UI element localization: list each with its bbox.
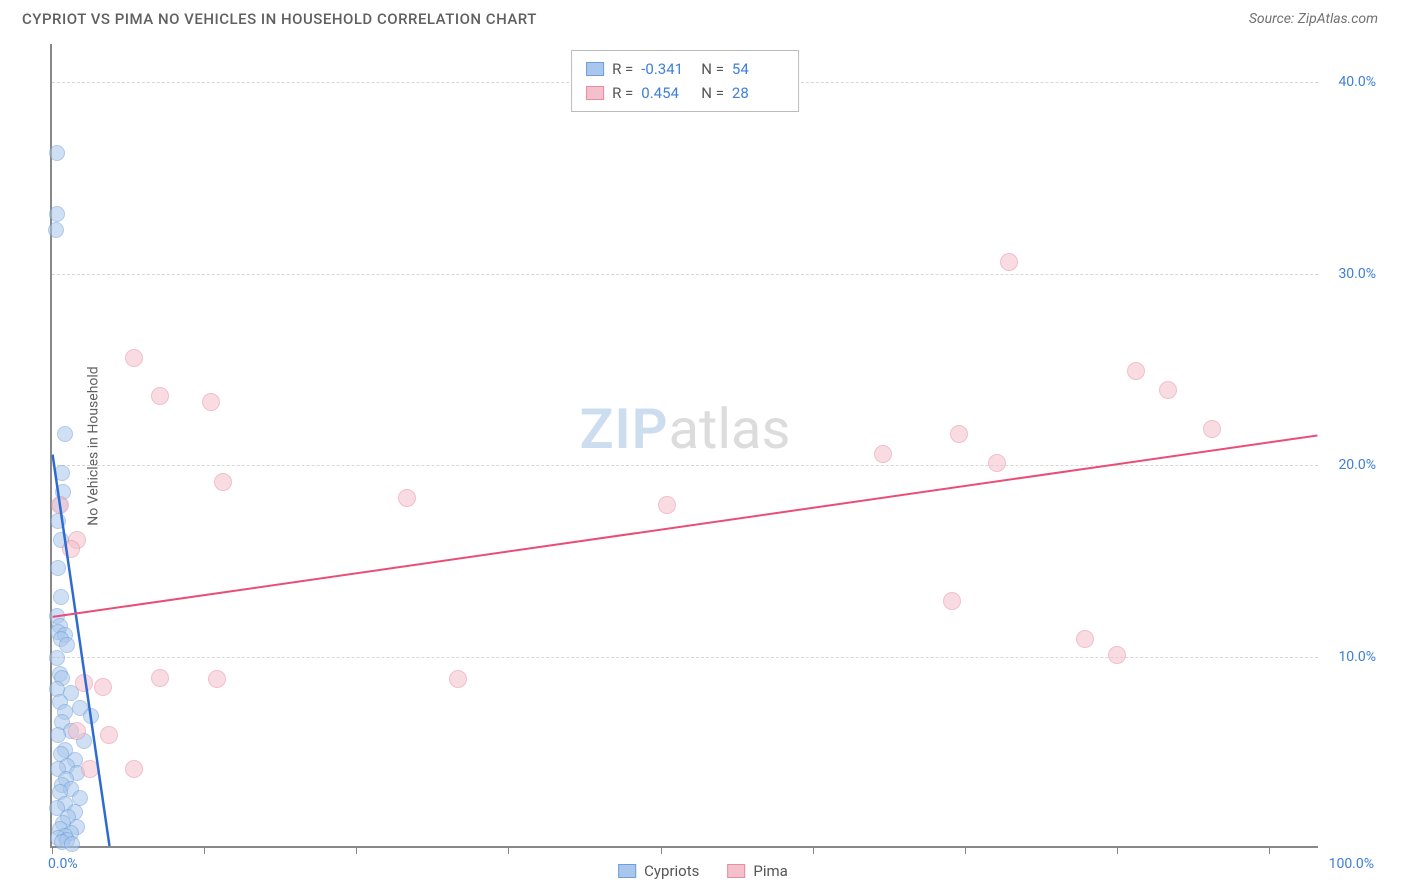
n-value: 54 (732, 57, 784, 81)
x-tick (52, 846, 53, 854)
correlation-legend: R = -0.341 N = 54 R = 0.454 N = 28 (571, 50, 799, 112)
x-tick (965, 846, 966, 854)
r-value: 0.454 (641, 81, 693, 105)
r-value: -0.341 (641, 57, 693, 81)
n-label: N = (701, 57, 724, 81)
y-tick-label: 10.0% (1338, 649, 1376, 665)
r-label: R = (612, 81, 633, 105)
plot-region: ZIPatlas R =-0.341N =54R =0.454N =28 10.… (50, 44, 1318, 848)
n-label: N = (701, 81, 724, 105)
legend-item: Cypriots (618, 862, 699, 880)
chart-header: CYPRIOT VS PIMA NO VEHICLES IN HOUSEHOLD… (0, 0, 1406, 36)
n-value: 28 (732, 81, 784, 105)
x-tick (508, 846, 509, 854)
legend-row: R = -0.341 N = 54 (586, 57, 784, 81)
trend-line (53, 435, 1318, 616)
y-tick-label: 40.0% (1338, 74, 1376, 90)
chart-source: Source: ZipAtlas.com (1249, 11, 1378, 27)
y-tick-label: 30.0% (1338, 266, 1376, 282)
trend-line (53, 455, 110, 846)
y-tick-label: 20.0% (1338, 457, 1376, 473)
x-tick-label: 0.0% (48, 856, 78, 872)
legend-label: Cypriots (644, 862, 699, 880)
legend-row: R = 0.454 N = 28 (586, 81, 784, 105)
legend-swatch (586, 86, 604, 100)
x-tick (1269, 846, 1270, 854)
legend-swatch (586, 62, 604, 76)
x-tick (661, 846, 662, 854)
x-tick (1117, 846, 1118, 854)
legend-swatch (727, 864, 745, 878)
trend-lines (52, 44, 1318, 846)
x-tick (813, 846, 814, 854)
r-label: R = (612, 57, 633, 81)
x-tick-label: 100.0% (1329, 856, 1374, 872)
legend-label: Pima (753, 862, 787, 880)
legend-item: Pima (727, 862, 787, 880)
chart-title: CYPRIOT VS PIMA NO VEHICLES IN HOUSEHOLD… (22, 10, 537, 28)
x-tick (204, 846, 205, 854)
series-legend: Cypriots Pima (618, 862, 788, 880)
legend-swatch (618, 864, 636, 878)
chart-area: No Vehicles in Household ZIPatlas R =-0.… (22, 44, 1378, 848)
x-tick (356, 846, 357, 854)
